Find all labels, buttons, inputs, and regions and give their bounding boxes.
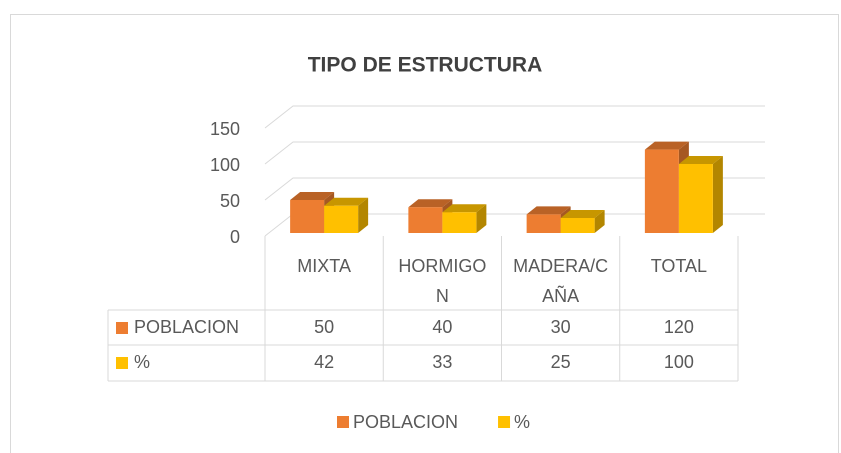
- bar-side: [476, 204, 487, 233]
- bar-top: [678, 156, 723, 164]
- legend-key: [337, 416, 349, 428]
- table-value: 120: [664, 317, 694, 337]
- bar-front: [526, 214, 561, 233]
- bar-front: [408, 207, 443, 233]
- y-tick-label: 50: [220, 191, 240, 211]
- category-label: MIXTA: [297, 256, 351, 276]
- table-value: 42: [314, 352, 334, 372]
- bar-top: [644, 141, 689, 150]
- bar-front: [560, 218, 595, 233]
- category-label: HORMIGON: [398, 256, 487, 306]
- legend-key: [498, 416, 511, 428]
- bar: [560, 210, 605, 233]
- bar-top: [324, 197, 369, 206]
- grid-line: [264, 105, 765, 129]
- table-series-name: POBLACION: [134, 317, 239, 337]
- chart-title: TIPO DE ESTRUCTURA: [308, 54, 543, 77]
- table-value: 100: [664, 352, 694, 372]
- bar-front: [324, 205, 359, 233]
- bar: [324, 197, 369, 233]
- bar-top: [442, 204, 487, 213]
- table-value: 50: [314, 317, 334, 337]
- legend-label: POBLACION: [353, 412, 458, 432]
- grid-line: [264, 177, 765, 201]
- bar-side: [712, 156, 723, 233]
- bar-top: [560, 210, 605, 218]
- bar-front: [678, 164, 713, 233]
- bar: [678, 156, 723, 233]
- bar-top: [290, 192, 335, 200]
- category-label: TOTAL: [650, 256, 708, 276]
- bar-front: [442, 212, 477, 233]
- table-key: [116, 322, 128, 334]
- bar-side: [358, 197, 369, 233]
- bar-front: [644, 149, 679, 233]
- bar-side: [594, 210, 605, 233]
- table-value: 40: [432, 317, 452, 337]
- table-series-name: %: [134, 352, 150, 372]
- table-value: 30: [551, 317, 571, 337]
- bar-front: [290, 200, 325, 233]
- chart-border: [10, 14, 839, 453]
- y-tick-label: 0: [230, 227, 240, 247]
- table-value: 25: [551, 352, 571, 372]
- bar: [442, 204, 487, 233]
- legend-label: %: [514, 412, 530, 432]
- table-key: [116, 357, 128, 369]
- table-value: 33: [432, 352, 452, 372]
- bar-top: [408, 199, 453, 208]
- y-tick-label: 100: [210, 155, 240, 175]
- y-tick-label: 150: [210, 119, 240, 139]
- bar-top: [526, 206, 571, 215]
- grid-line: [264, 141, 765, 165]
- category-label: MADERA/CAÑA: [513, 256, 609, 306]
